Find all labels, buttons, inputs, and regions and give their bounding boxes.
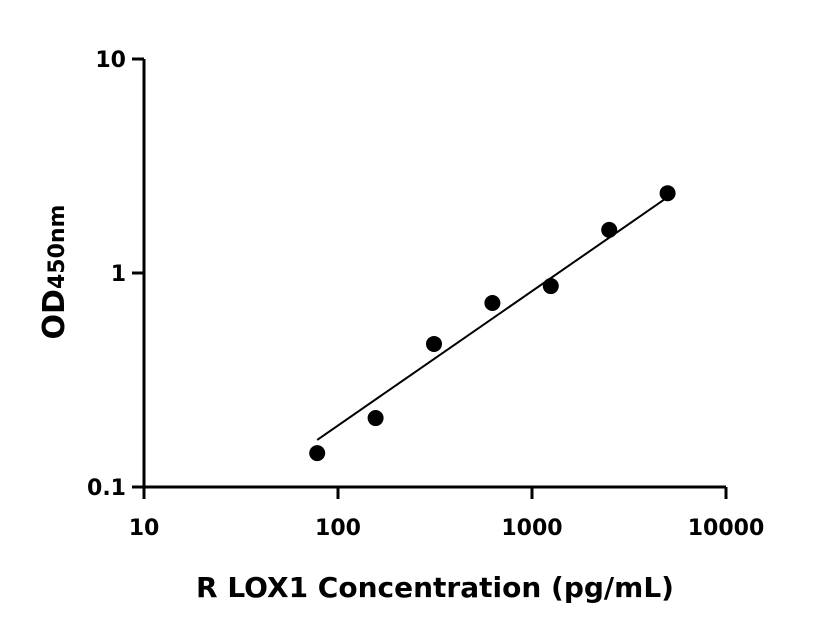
axes xyxy=(142,59,726,489)
data-point xyxy=(659,185,676,202)
y-axis-label-sub: 450nm xyxy=(45,205,70,290)
data-point xyxy=(309,445,326,462)
x-tick-label: 100 xyxy=(315,516,361,541)
y-tick-label: 0.1 xyxy=(87,476,126,501)
x-tick-label: 10 xyxy=(129,516,160,541)
y-axis-label: OD450nm xyxy=(37,205,72,340)
y-tick-label: 1 xyxy=(111,262,126,287)
x-axis-label: R LOX1 Concentration (pg/mL) xyxy=(196,571,674,604)
data-point xyxy=(426,335,443,352)
data-point xyxy=(542,278,559,295)
data-point xyxy=(484,295,501,312)
y-axis-label-main: OD xyxy=(37,289,72,339)
ticks: 10 100 1000 10000 0.1 1 10 xyxy=(87,48,764,541)
data-point xyxy=(601,221,618,238)
x-tick-label: 10000 xyxy=(688,516,765,541)
x-tick-label: 1000 xyxy=(501,516,562,541)
marks xyxy=(309,185,676,462)
data-point xyxy=(367,410,384,427)
y-tick-label: 10 xyxy=(95,48,126,73)
